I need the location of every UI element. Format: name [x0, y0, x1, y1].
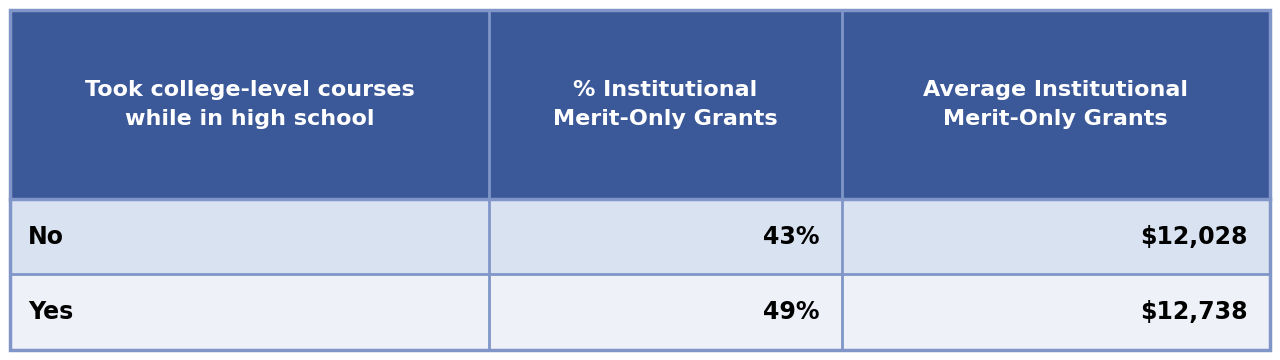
- Text: 49%: 49%: [763, 300, 819, 324]
- Text: 43%: 43%: [763, 225, 819, 248]
- Text: Yes: Yes: [28, 300, 73, 324]
- Text: No: No: [28, 225, 64, 248]
- Text: Average Institutional
Merit-Only Grants: Average Institutional Merit-Only Grants: [923, 80, 1188, 129]
- Text: % Institutional
Merit-Only Grants: % Institutional Merit-Only Grants: [553, 80, 777, 129]
- Text: $12,738: $12,738: [1140, 300, 1248, 324]
- Text: $12,028: $12,028: [1140, 225, 1248, 248]
- Bar: [10, 274, 1270, 350]
- Text: Took college-level courses
while in high school: Took college-level courses while in high…: [84, 80, 415, 129]
- Bar: [10, 199, 1270, 274]
- Bar: [10, 10, 1270, 199]
